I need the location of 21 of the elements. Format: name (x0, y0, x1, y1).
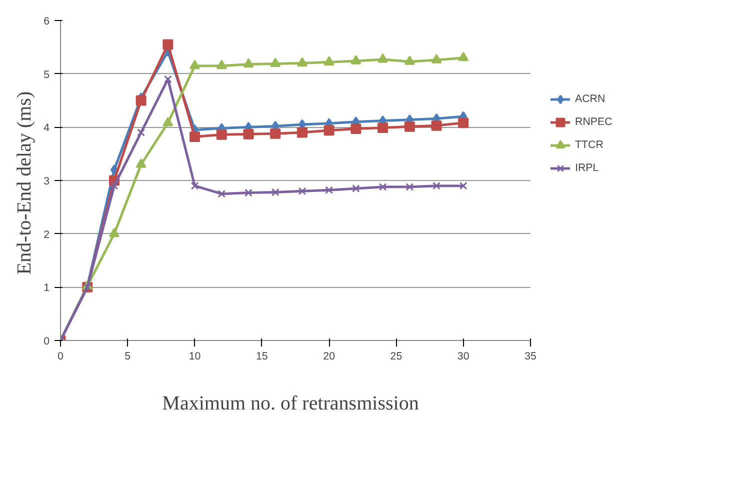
y-tick-label: 0 (44, 336, 50, 348)
legend-label: ACRN (575, 93, 606, 105)
x-tick-label: 30 (457, 350, 470, 362)
y-axis-title: End-to-End delay (ms) (14, 91, 36, 275)
x-axis-title: Maximum no. of retransmission (162, 392, 419, 414)
x-tick-label: 15 (256, 350, 268, 362)
x-tick-label: 10 (188, 350, 201, 362)
legend-label: IRPL (575, 162, 599, 174)
x-tick-label: 25 (390, 350, 402, 362)
y-tick-label: 4 (44, 122, 50, 134)
y-tick-label: 5 (44, 68, 50, 81)
x-tick-label: 20 (323, 350, 336, 362)
legend-label: TTCR (575, 139, 604, 151)
x-tick-label: 5 (124, 350, 131, 362)
y-tick-label: 1 (44, 282, 50, 294)
x-tick-label: 0 (58, 350, 64, 362)
x-tick-label: 35 (524, 350, 536, 362)
y-tick-label: 2 (44, 228, 50, 241)
y-tick-label: 3 (44, 176, 50, 188)
y-tick-label: 6 (44, 16, 50, 28)
legend-label: RNPEC (575, 116, 612, 128)
